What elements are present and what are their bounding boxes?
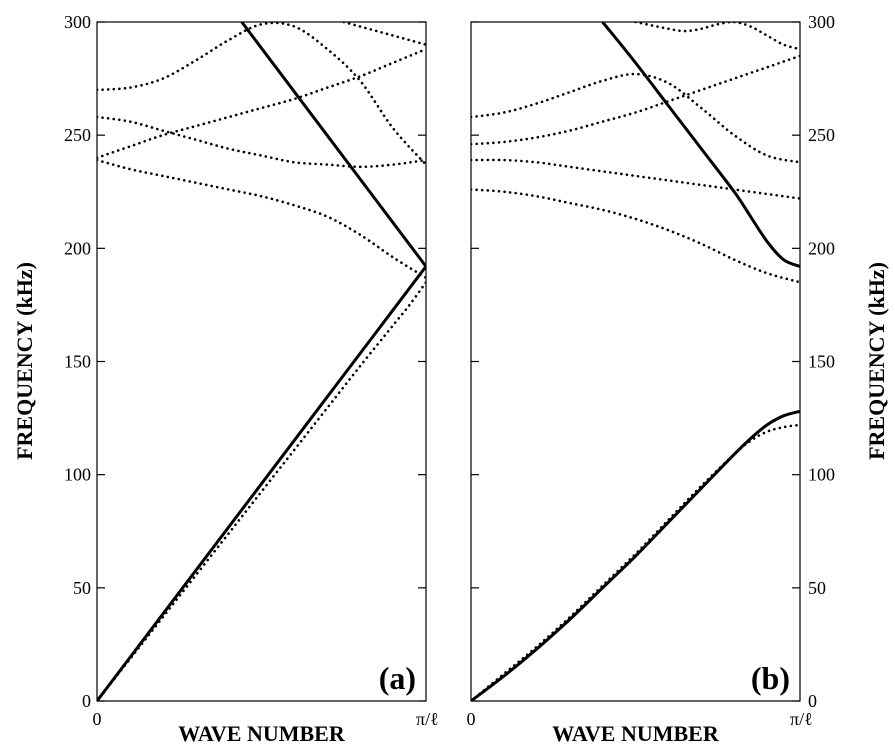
x-tick-label: 0	[467, 709, 476, 729]
curves-group	[97, 22, 426, 701]
curves-group	[471, 22, 800, 701]
panel-label: (b)	[751, 660, 790, 696]
panel-a: 0 50 100 150 200 250 300 0 π/ℓ WAVE NUMBER (a)	[64, 12, 439, 746]
y-tick-label: 200	[64, 238, 91, 258]
y-axis-title-left: FREQUENCY (kHz)	[12, 262, 37, 460]
y-tick-label: 200	[808, 238, 835, 258]
y-tick-label: 0	[82, 691, 91, 711]
dotted-dispersion-curve	[471, 423, 800, 701]
dotted-dispersion-curve	[97, 47, 426, 160]
dotted-dispersion-curve	[634, 22, 800, 51]
solid-dispersion-curve	[471, 409, 800, 701]
x-tick-label: 0	[93, 709, 102, 729]
x-axis-title: WAVE NUMBER	[178, 721, 346, 746]
plot-frame	[470, 21, 801, 702]
dotted-dispersion-curve	[342, 22, 426, 46]
solid-dispersion-curve	[97, 265, 426, 701]
y-tick-label: 50	[808, 578, 826, 598]
x-tick-label: π/ℓ	[416, 709, 439, 729]
y-axis-title-right: FREQUENCY (kHz)	[864, 262, 889, 460]
dotted-dispersion-curve	[97, 115, 426, 169]
y-tick-label: 300	[808, 12, 835, 32]
x-tick-label: π/ℓ	[790, 709, 813, 729]
y-tick-label: 100	[808, 465, 835, 485]
y-tick-label: 250	[808, 125, 835, 145]
y-tick-label: 150	[64, 352, 91, 372]
y-tick-label: 50	[73, 578, 91, 598]
dotted-dispersion-curve	[471, 72, 800, 164]
dotted-dispersion-curve	[97, 280, 426, 701]
dotted-dispersion-curve	[471, 54, 800, 146]
y-tick-label: 250	[64, 125, 91, 145]
y-tick-label: 300	[64, 12, 91, 32]
panel-label: (a)	[379, 660, 416, 696]
y-tick-label: 100	[64, 465, 91, 485]
x-axis-title: WAVE NUMBER	[552, 721, 720, 746]
y-tick-label: 0	[808, 691, 817, 711]
dotted-dispersion-curve	[97, 158, 426, 280]
plot-frame	[96, 21, 427, 702]
dotted-dispersion-curve	[471, 188, 800, 284]
solid-dispersion-curve	[240, 22, 426, 268]
dotted-dispersion-curve	[97, 22, 426, 166]
dotted-dispersion-curve	[471, 158, 800, 200]
solid-dispersion-curve	[601, 22, 800, 268]
y-tick-label: 150	[808, 352, 835, 372]
